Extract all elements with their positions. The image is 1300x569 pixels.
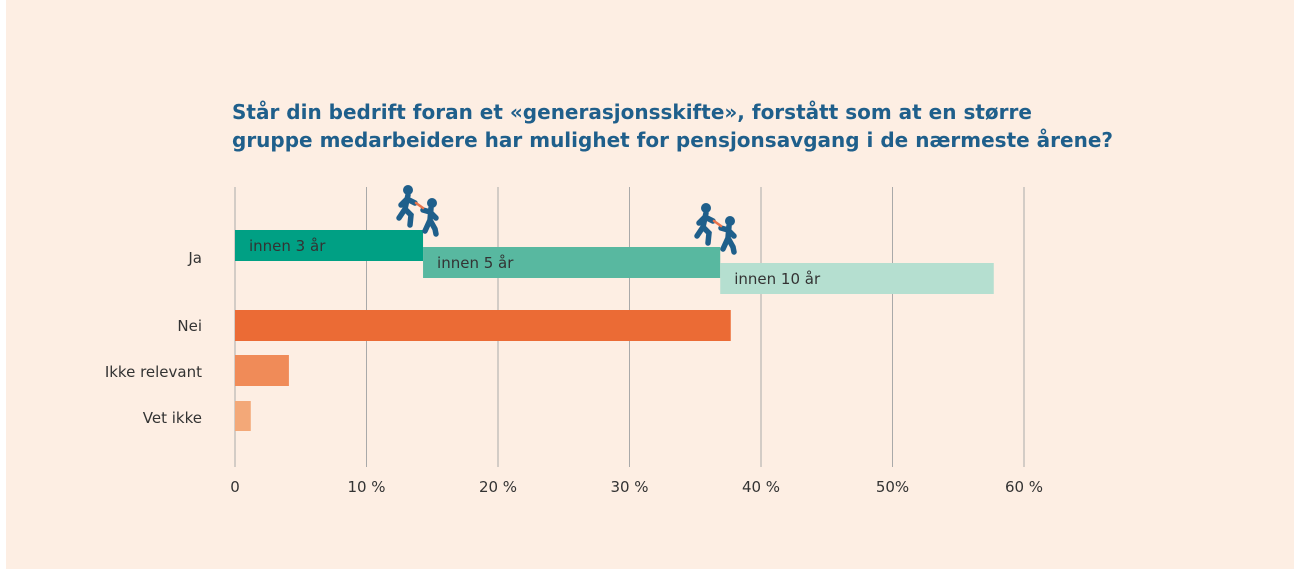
category-label-1: Nei (177, 317, 202, 335)
runner-head (427, 198, 437, 208)
chart-panel (6, 0, 1294, 569)
baton (414, 201, 425, 210)
bar-ikke-relevant (235, 355, 289, 386)
runner-body (396, 192, 418, 228)
bar-vet-ikke (235, 401, 251, 431)
x-tick-label-3: 30 % (610, 478, 648, 496)
x-tick-label-2: 20 % (479, 478, 517, 496)
bar-ja-segment-2 (720, 263, 994, 294)
bar-ja-segment-0 (235, 230, 424, 261)
x-tick-label-5: 50% (876, 478, 909, 496)
relay-runners-icon-1 (694, 203, 737, 255)
bar-ja-segment-1 (423, 247, 721, 278)
bar-ja-segment-label-2: innen 10 år (734, 270, 821, 288)
x-tick-label-0: 0 (230, 478, 240, 496)
x-tick-label-4: 40 % (742, 478, 780, 496)
runner-head (701, 203, 711, 213)
x-tick-label-1: 10 % (347, 478, 385, 496)
runner-head (725, 216, 735, 226)
chart-title: Står din bedrift foran et «generasjonssk… (232, 98, 1132, 154)
bar-ja-segment-label-0: innen 3 år (249, 237, 326, 255)
runner-body (420, 205, 439, 237)
category-label-3: Vet ikke (143, 409, 202, 427)
runner-body (694, 210, 716, 246)
x-tick-label-6: 60 % (1005, 478, 1043, 496)
category-label-2: Ikke relevant (105, 363, 202, 381)
category-label-0: Ja (187, 249, 202, 267)
runner-body (718, 223, 737, 255)
chart-title-line-2: gruppe medarbeidere har mulighet for pen… (232, 128, 1113, 152)
relay-runners-icon-0 (396, 185, 439, 237)
chart-title-line-1: Står din bedrift foran et «generasjonssk… (232, 100, 1032, 124)
bar-ja-segment-label-1: innen 5 år (437, 254, 514, 272)
bar-nei (235, 310, 731, 341)
baton (712, 219, 723, 228)
runner-head (403, 185, 413, 195)
